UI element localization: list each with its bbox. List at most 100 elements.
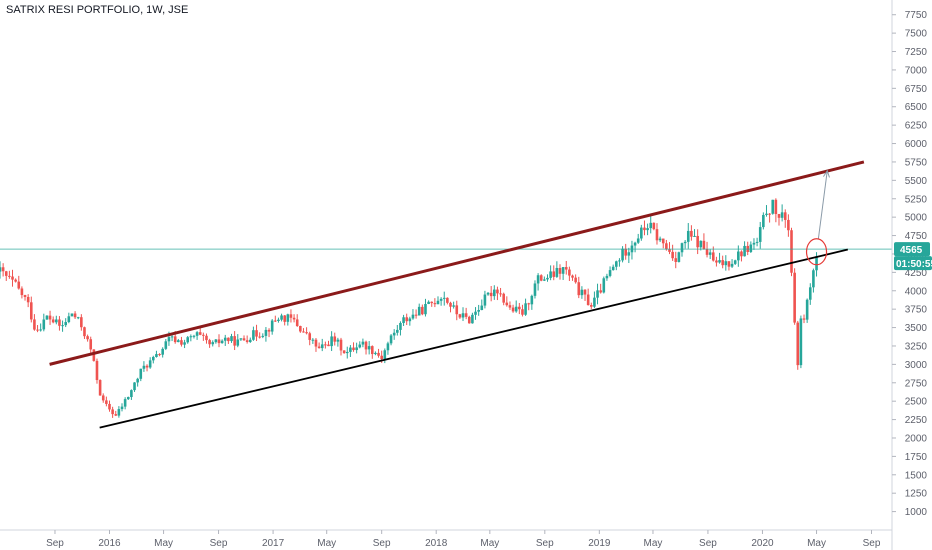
candle-body: [383, 350, 387, 360]
candle-body: [258, 336, 261, 338]
candle-body: [67, 316, 71, 323]
candle-body: [758, 227, 762, 242]
candle-body: [755, 241, 759, 243]
y-tick-label: 4250: [905, 268, 928, 279]
candle-body: [261, 335, 265, 337]
lower-channel-line: [99, 248, 849, 429]
candle-body: [771, 199, 775, 214]
candle-body: [399, 322, 402, 330]
candle-body: [396, 329, 399, 333]
candle-body: [452, 305, 455, 307]
price-badge: [894, 242, 930, 257]
candle-body: [686, 230, 690, 242]
candle-body: [661, 238, 665, 244]
candle-body: [808, 287, 812, 300]
x-tick-label: 2018: [425, 538, 448, 549]
candle-body: [705, 249, 709, 255]
candle-body: [702, 240, 706, 250]
candle-body: [305, 332, 308, 334]
candle-body: [636, 238, 640, 243]
time-axis[interactable]: Sep 2016 May Sep 2017 May Sep 2018 May Sep 2019 May…: [46, 530, 881, 549]
x-tick-label: Sep: [699, 538, 717, 549]
candle-body: [342, 350, 346, 354]
candle-body: [433, 303, 437, 305]
candle-body: [274, 320, 277, 322]
candle-body: [76, 317, 80, 319]
candle-body: [787, 219, 790, 231]
candle-body: [405, 317, 409, 322]
candle-body: [117, 409, 121, 416]
candle-body: [442, 297, 446, 299]
candle-body: [98, 380, 102, 396]
candle-body: [805, 299, 809, 320]
candle-body: [349, 347, 352, 352]
y-tick-label: 1000: [905, 507, 928, 518]
candle-body: [111, 409, 114, 415]
candle-body: [114, 414, 118, 416]
candle-body: [123, 399, 127, 407]
y-tick-label: 6500: [905, 102, 928, 113]
candle-body: [308, 333, 312, 340]
candle-body: [195, 332, 199, 336]
candle-body: [367, 346, 371, 350]
candle-body: [8, 275, 11, 277]
candle-body: [358, 344, 362, 348]
candle-body: [727, 261, 731, 267]
candle-body: [108, 403, 111, 410]
candle-body: [145, 365, 149, 368]
candle-body: [164, 341, 168, 349]
candle-body: [424, 303, 427, 315]
candle-body: [280, 315, 283, 320]
x-tick-label: May: [317, 538, 336, 549]
y-tick-label: 5000: [905, 213, 928, 224]
candle-body: [230, 336, 233, 342]
candle-body: [14, 279, 17, 282]
candle-body: [521, 309, 524, 315]
candle-body: [711, 252, 715, 261]
candle-body: [58, 319, 61, 326]
candle-body: [533, 283, 537, 296]
y-tick-label: 2750: [905, 378, 928, 389]
x-tick-label: Sep: [536, 538, 554, 549]
candle-body: [596, 290, 599, 298]
candle-body: [220, 340, 224, 344]
candle-body: [55, 319, 58, 323]
highlight-circle: [805, 238, 828, 266]
candle-body: [408, 318, 412, 322]
candle-body: [671, 251, 674, 259]
candle-body: [652, 222, 656, 230]
candle-body: [480, 305, 484, 310]
candle-body: [411, 314, 415, 319]
price-axis[interactable]: 1000 1250 1500 1750 2000 2250 2500 2750 3000 3250…: [892, 10, 927, 518]
candle-body: [793, 272, 796, 323]
candle-body: [514, 306, 518, 312]
candle-body: [92, 349, 96, 361]
candle-body: [430, 301, 434, 304]
candle-body: [602, 278, 606, 293]
candle-body: [439, 298, 443, 301]
projection-arrow-head: [823, 169, 830, 178]
candle-body: [183, 342, 186, 345]
candle-body: [655, 229, 659, 241]
candle-body: [364, 341, 368, 350]
candle-body: [361, 341, 365, 345]
candle-body: [752, 242, 756, 245]
candle-body: [486, 292, 490, 295]
candle-body: [211, 342, 215, 345]
candle-body: [61, 325, 64, 327]
candle-body: [615, 261, 618, 267]
y-tick-label: 6750: [905, 84, 928, 95]
candle-body: [299, 325, 302, 332]
candle-body: [446, 297, 449, 303]
candle-body: [780, 212, 784, 218]
candle-body: [177, 340, 180, 343]
candle-body: [267, 329, 271, 332]
y-tick-label: 2500: [905, 397, 928, 408]
candle-body: [208, 340, 211, 345]
candle-body: [568, 269, 571, 276]
candle-body: [561, 267, 565, 274]
x-tick-label: May: [154, 538, 173, 549]
candle-body: [665, 243, 668, 250]
